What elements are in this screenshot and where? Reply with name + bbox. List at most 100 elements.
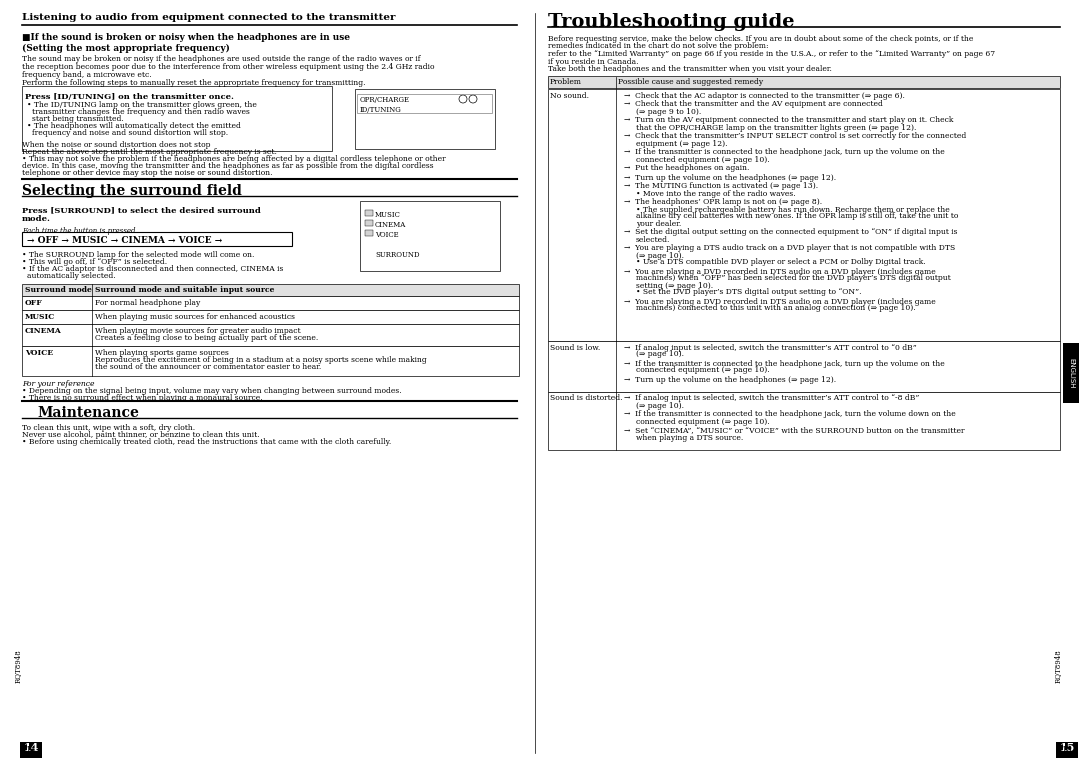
Bar [22, 324, 519, 346]
Bar [21, 742, 42, 758]
Bar [1056, 742, 1078, 758]
Text: (⇒ page 10).: (⇒ page 10). [636, 350, 684, 359]
Text: selected.: selected. [636, 236, 671, 243]
Text: →  Turn on the AV equipment connected to the transmitter and start play on it. C: → Turn on the AV equipment connected to … [624, 117, 954, 124]
Text: For normal headphone play: For normal headphone play [95, 299, 200, 307]
Text: →  If the transmitter is connected to the headphone jack, turn up the volume on : → If the transmitter is connected to the… [624, 359, 945, 368]
Text: →  If analog input is selected, switch the transmitter’s ATT control to “0 dB”: → If analog input is selected, switch th… [624, 343, 917, 352]
Text: MUSIC: MUSIC [375, 211, 401, 219]
Text: when playing a DTS source.: when playing a DTS source. [636, 433, 743, 442]
Text: telephone or other device may stop the noise or sound distortion.: telephone or other device may stop the n… [22, 169, 272, 177]
Text: connected equipment (⇒ page 10).: connected equipment (⇒ page 10). [636, 417, 770, 426]
Text: • Set the DVD player’s DTS digital output setting to “ON”.: • Set the DVD player’s DTS digital outpu… [636, 288, 862, 297]
Bar [22, 296, 519, 310]
Bar [355, 89, 495, 149]
Text: When playing movie sources for greater audio impact: When playing movie sources for greater a… [95, 327, 300, 335]
Text: Perform the following steps to manually reset the appropriate frequency for tran: Perform the following steps to manually … [22, 79, 365, 87]
Text: the reception becomes poor due to the interference from other wireless equipment: the reception becomes poor due to the in… [22, 63, 434, 71]
Text: • Depending on the signal being input, volume may vary when changing between sur: • Depending on the signal being input, v… [22, 387, 402, 395]
Text: connected equipment (⇒ page 10).: connected equipment (⇒ page 10). [636, 156, 770, 163]
Text: To clean this unit, wipe with a soft, dry cloth.: To clean this unit, wipe with a soft, dr… [22, 424, 195, 432]
Text: • Move into the range of the radio waves.: • Move into the range of the radio waves… [636, 189, 796, 198]
Text: Possible cause and suggested remedy: Possible cause and suggested remedy [618, 78, 764, 85]
Bar [22, 310, 519, 324]
Text: refer to the “Limited Warranty” on page 66 if you reside in the U.S.A., or refer: refer to the “Limited Warranty” on page … [548, 50, 995, 58]
Text: • This may not solve the problem if the headphones are being affected by a digit: • This may not solve the problem if the … [22, 155, 446, 163]
Text: • Use a DTS compatible DVD player or select a PCM or Dolby Digital track.: • Use a DTS compatible DVD player or sel… [636, 259, 926, 266]
Bar [22, 346, 519, 376]
Text: When the noise or sound distortion does not stop: When the noise or sound distortion does … [22, 141, 211, 149]
Text: →  If analog input is selected, switch the transmitter’s ATT control to “-8 dB”: → If analog input is selected, switch th… [624, 394, 919, 403]
Bar [548, 76, 1059, 88]
Text: Press [SURROUND] to select the desired surround: Press [SURROUND] to select the desired s… [22, 206, 261, 214]
Text: • This will go off, if “OFF” is selected.: • This will go off, if “OFF” is selected… [22, 258, 167, 266]
Text: Never use alcohol, paint thinner, or benzine to clean this unit.: Never use alcohol, paint thinner, or ben… [22, 431, 259, 439]
Text: →  Set the digital output setting on the connected equipment to “ON” if digital : → Set the digital output setting on the … [624, 228, 958, 237]
Text: the sound of the announcer or commentator easier to hear.: the sound of the announcer or commentato… [95, 363, 321, 371]
Circle shape [459, 95, 467, 103]
Text: • The supplied rechargeable battery has run down. Recharge them or replace the: • The supplied rechargeable battery has … [636, 205, 949, 214]
Text: RQT8948: RQT8948 [1054, 649, 1062, 683]
Text: →  You are playing a DVD recorded in DTS audio on a DVD player (includes game: → You are playing a DVD recorded in DTS … [624, 298, 935, 305]
Text: if you reside in Canada.: if you reside in Canada. [548, 57, 638, 66]
Bar [548, 340, 1059, 391]
Text: CINEMA: CINEMA [25, 327, 62, 335]
Bar [22, 284, 519, 296]
Text: →  If the transmitter is connected to the headphone jack, turn up the volume on : → If the transmitter is connected to the… [624, 149, 945, 156]
Text: device. In this case, moving the transmitter and the headphones as far as possib: device. In this case, moving the transmi… [22, 162, 434, 170]
Text: • The ID/TUNING lamp on the transmitter glows green, the: • The ID/TUNING lamp on the transmitter … [27, 101, 257, 109]
Text: Repeat the above step until the most appropriate frequency is set.: Repeat the above step until the most app… [22, 148, 276, 156]
Text: alkaline dry cell batteries with new ones. If the OPR lamp is still off, take th: alkaline dry cell batteries with new one… [636, 213, 958, 221]
Text: your dealer.: your dealer. [636, 220, 681, 227]
Text: Troubleshooting guide: Troubleshooting guide [548, 13, 795, 31]
Text: machines) connected to this unit with an analog connection (⇒ page 10).: machines) connected to this unit with an… [636, 304, 916, 313]
Text: →  Turn up the volume on the headphones (⇒ page 12).: → Turn up the volume on the headphones (… [624, 375, 836, 384]
Text: 15: 15 [1059, 742, 1075, 753]
Text: The sound may be broken or noisy if the headphones are used outside the range of: The sound may be broken or noisy if the … [22, 55, 420, 63]
Text: →  If the transmitter is connected to the headphone jack, turn the volume down o: → If the transmitter is connected to the… [624, 410, 956, 418]
Text: Surround mode: Surround mode [25, 286, 92, 294]
Text: Before requesting service, make the below checks. If you are in doubt about some: Before requesting service, make the belo… [548, 35, 973, 43]
Text: Surround mode and suitable input source: Surround mode and suitable input source [95, 286, 274, 294]
Text: remedies indicated in the chart do not solve the problem:: remedies indicated in the chart do not s… [548, 43, 769, 50]
Bar [365, 220, 373, 226]
Text: automatically selected.: automatically selected. [27, 272, 116, 280]
Text: machines) when “OFF” has been selected for the DVD player’s DTS digital output: machines) when “OFF” has been selected f… [636, 275, 950, 282]
Text: →  The headphones’ OPR lamp is not on (⇒ page 8).: → The headphones’ OPR lamp is not on (⇒ … [624, 198, 822, 207]
Text: that the OPR/CHARGE lamp on the transmitter lights green (⇒ page 12).: that the OPR/CHARGE lamp on the transmit… [636, 124, 916, 131]
Text: • Before using chemically treated cloth, read the instructions that came with th: • Before using chemically treated cloth,… [22, 438, 391, 446]
Text: →  Put the headphones on again.: → Put the headphones on again. [624, 165, 750, 172]
Text: →  Turn up the volume on the headphones (⇒ page 12).: → Turn up the volume on the headphones (… [624, 173, 836, 182]
Text: • The SURROUND lamp for the selected mode will come on.: • The SURROUND lamp for the selected mod… [22, 251, 255, 259]
Text: When playing music sources for enhanced acoustics: When playing music sources for enhanced … [95, 313, 295, 321]
Text: →  Check that the AC adaptor is connected to the transmitter (⇒ page 6).: → Check that the AC adaptor is connected… [624, 92, 905, 99]
Text: Sound is low.: Sound is low. [550, 343, 600, 352]
Bar [22, 232, 292, 246]
Text: start being transmitted.: start being transmitted. [32, 115, 124, 123]
Text: ENGLISH: ENGLISH [1067, 345, 1077, 382]
Bar [548, 89, 1059, 340]
Text: OFF: OFF [25, 299, 43, 307]
Text: transmitter changes the frequency and then radio waves: transmitter changes the frequency and th… [32, 108, 249, 116]
Text: →  Check that the transmitter and the AV equipment are connected: → Check that the transmitter and the AV … [624, 101, 882, 108]
Text: VOICE: VOICE [375, 231, 399, 239]
Text: Problem: Problem [550, 78, 582, 85]
Text: • The headphones will automatically detect the emitted: • The headphones will automatically dete… [27, 122, 241, 130]
Text: frequency band, a microwave etc.: frequency band, a microwave etc. [22, 71, 151, 79]
Text: mode.: mode. [22, 215, 51, 223]
Text: CINEMA: CINEMA [375, 221, 406, 229]
Text: (⇒ page 10).: (⇒ page 10). [636, 401, 684, 410]
Text: →  Check that the transmitter’s INPUT SELECT control is set correctly for the co: → Check that the transmitter’s INPUT SEL… [624, 133, 967, 140]
Text: MUSIC: MUSIC [25, 313, 55, 321]
Text: Each time the button is pressed: Each time the button is pressed [22, 227, 135, 235]
Circle shape [469, 95, 477, 103]
Bar [22, 86, 332, 151]
Text: Maintenance: Maintenance [37, 406, 139, 420]
Text: No sound.: No sound. [550, 92, 589, 99]
Text: Sound is distorted.: Sound is distorted. [550, 394, 622, 403]
Text: →  You are playing a DVD recorded in DTS audio on a DVD player (includes game: → You are playing a DVD recorded in DTS … [624, 268, 935, 275]
Bar [357, 94, 492, 113]
Text: →  Set “CINEMA”, “MUSIC” or “VOICE” with the SURROUND button on the transmitter: → Set “CINEMA”, “MUSIC” or “VOICE” with … [624, 427, 964, 434]
Text: Listening to audio from equipment connected to the transmitter: Listening to audio from equipment connec… [22, 13, 395, 22]
Text: ID/TUNING: ID/TUNING [360, 106, 402, 114]
